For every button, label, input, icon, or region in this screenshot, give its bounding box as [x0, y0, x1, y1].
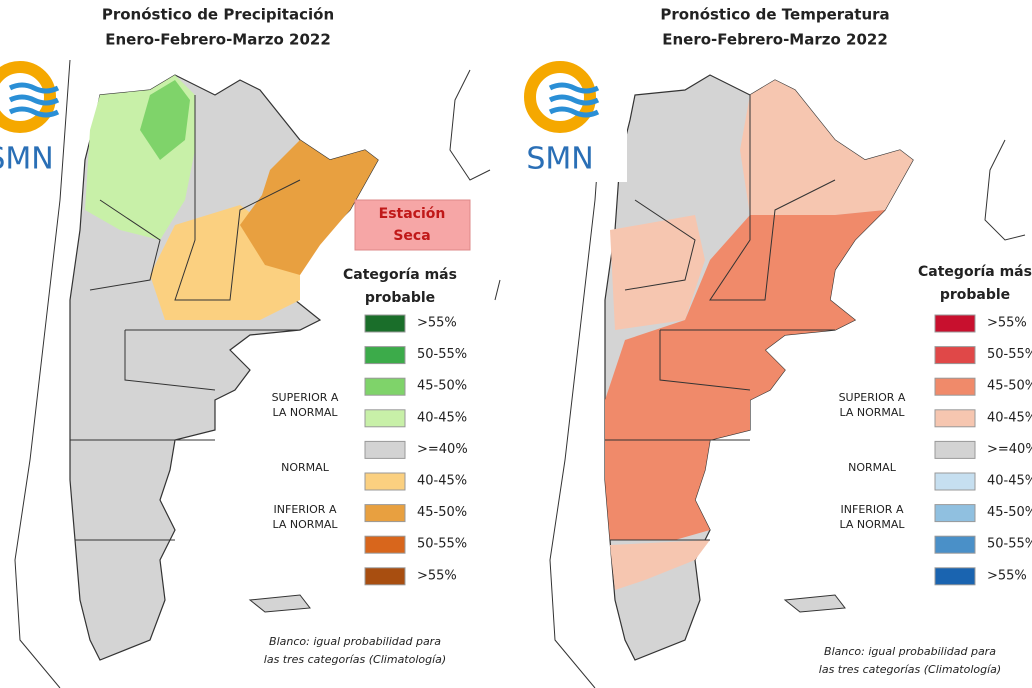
logo-text: SMN	[0, 142, 54, 177]
group-label: LA NORMAL	[839, 518, 905, 531]
group-label: INFERIOR A	[274, 503, 337, 516]
badge-text: Estación	[379, 206, 446, 222]
legend-label: 50-55%	[987, 347, 1032, 362]
legend-swatch	[934, 346, 976, 365]
border	[624, 199, 696, 291]
logo-ring	[0, 61, 56, 133]
group-label: LA NORMAL	[839, 406, 905, 419]
legend-swatch	[934, 567, 976, 586]
footnote: Blanco: igual probabilidad para	[269, 635, 441, 648]
legend-label: 40-45%	[417, 474, 467, 489]
group-label: LA NORMAL	[272, 518, 338, 531]
legend-label: 50-55%	[417, 347, 467, 362]
legend-label: >=40%	[417, 442, 468, 457]
panel: Pronóstico de Precipitación Enero-Febrero…	[0, 6, 471, 666]
legend-title: probable	[365, 290, 435, 306]
region	[740, 80, 913, 215]
region	[605, 210, 885, 540]
badge	[354, 199, 471, 251]
legend-title: probable	[940, 287, 1010, 303]
group-label: INFERIOR A	[841, 503, 904, 516]
region	[140, 80, 190, 160]
legend-title: Categoría más	[918, 264, 1032, 280]
legend-swatch	[364, 314, 406, 333]
group-label: NORMAL	[848, 461, 897, 474]
title: Pronóstico de Temperatura	[660, 6, 889, 24]
logo-wave	[548, 82, 600, 94]
legend-label: >=40%	[987, 442, 1032, 457]
group-label: SUPERIOR A	[272, 391, 339, 404]
legend-swatch	[934, 409, 976, 428]
legend-label: 50-55%	[987, 537, 1032, 552]
legend-swatch	[934, 377, 976, 396]
region	[610, 215, 705, 330]
legend-swatch	[934, 504, 976, 523]
legend-swatch	[364, 567, 406, 586]
subtitle: Enero-Febrero-Marzo 2022	[105, 31, 331, 49]
island	[783, 594, 846, 613]
badge-text: Seca	[393, 228, 430, 244]
region	[610, 540, 710, 590]
logo-wave	[548, 94, 600, 106]
legend-swatch	[364, 346, 406, 365]
legend-label: >55%	[987, 568, 1027, 583]
legend-swatch	[364, 377, 406, 396]
legend-label: 45-50%	[417, 379, 467, 394]
border	[124, 330, 216, 391]
footnote: las tres categorías (Climatología)	[264, 653, 446, 666]
coast	[14, 59, 71, 688]
group-label: NORMAL	[281, 461, 330, 474]
legend-title: Categoría más	[343, 267, 457, 283]
legend-label: 45-50%	[987, 505, 1032, 520]
legend-swatch	[364, 409, 406, 428]
temp-map	[549, 59, 1026, 688]
group-label: LA NORMAL	[272, 406, 338, 419]
legend-label: 40-45%	[987, 474, 1032, 489]
legend-swatch	[934, 472, 976, 491]
logo-wave	[8, 94, 60, 106]
coast	[984, 139, 1026, 241]
border	[659, 330, 751, 391]
logo-text: SMN	[526, 142, 593, 177]
coast	[549, 59, 606, 688]
border	[89, 199, 161, 291]
legend-label: 45-50%	[417, 505, 467, 520]
group-label: SUPERIOR A	[839, 391, 906, 404]
logo-wave	[8, 106, 60, 118]
legend-label: 40-45%	[417, 410, 467, 425]
legend-label: >55%	[417, 316, 457, 331]
legend-label: >55%	[987, 316, 1027, 331]
logo-wave	[8, 82, 60, 94]
border	[709, 95, 836, 301]
subtitle: Enero-Febrero-Marzo 2022	[662, 31, 888, 49]
logo-wave	[548, 106, 600, 118]
footnote: Blanco: igual probabilidad para	[824, 645, 996, 658]
legend-swatch	[934, 314, 976, 333]
precip-map	[14, 59, 501, 688]
legend-label: 45-50%	[987, 379, 1032, 394]
island	[248, 594, 311, 613]
border	[174, 95, 301, 301]
legend-swatch	[364, 440, 406, 459]
legend-label: 40-45%	[987, 410, 1032, 425]
legend-swatch	[934, 535, 976, 554]
footnote: las tres categorías (Climatología)	[819, 663, 1001, 676]
legend-swatch	[934, 440, 976, 459]
legend-label: 50-55%	[417, 537, 467, 552]
logo-ring	[524, 61, 596, 133]
legend-swatch	[364, 504, 406, 523]
legend-swatch	[364, 535, 406, 554]
coast	[449, 69, 501, 301]
legend-label: >55%	[417, 568, 457, 583]
title: Pronóstico de Precipitación	[102, 6, 334, 24]
legend-swatch	[364, 472, 406, 491]
panel: Pronóstico de Temperatura Enero-Febrero-M…	[516, 6, 1032, 676]
region	[240, 140, 378, 275]
